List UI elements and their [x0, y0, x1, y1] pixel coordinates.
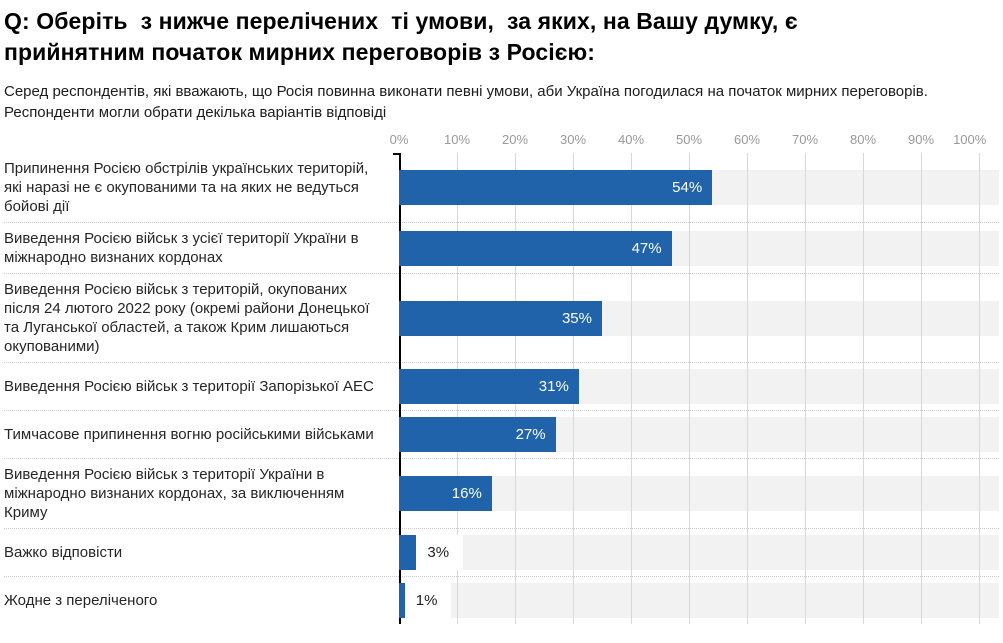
x-tick-label: 20% — [501, 132, 529, 147]
chart-row: Виведення Росією військ з усієї територі… — [4, 222, 999, 273]
bar-track: 3% — [399, 535, 999, 570]
category-label: Виведення Росією військ з усієї територі… — [4, 230, 359, 266]
value-label: 54% — [672, 179, 703, 196]
bar: 31% — [399, 369, 579, 404]
chart-row: Жодне з переліченого 1% — [4, 576, 999, 624]
x-tick-label: 30% — [559, 132, 587, 147]
chart-header: Q: Оберіть з нижче перелічених ті умови,… — [4, 6, 999, 123]
x-tick-label: 70% — [791, 132, 819, 147]
value-label: 47% — [631, 239, 662, 257]
page-title: Q: Оберіть з нижче перелічених ті умови,… — [4, 6, 999, 68]
chart-row: Важко відповісти 3% — [4, 528, 999, 576]
chart-subtitle: Серед респондентів, які вважають, що Рос… — [4, 83, 933, 121]
bar-track: 31% — [399, 369, 999, 404]
bar-track: 27% — [399, 417, 999, 452]
value-label: 31% — [538, 378, 569, 395]
bar-track: 54% — [399, 170, 999, 205]
chart-row: Виведення Росією військ з територій, оку… — [4, 273, 999, 362]
category-label: Припинення Росією обстрілів українських … — [4, 160, 369, 215]
bar: 35% — [399, 300, 602, 336]
x-tick-label: 60% — [733, 132, 761, 147]
value-label: 16% — [451, 485, 482, 502]
bar: 54% — [399, 170, 713, 205]
category-label: Жодне з переліченого — [4, 592, 158, 609]
chart-row: Виведення Росією військ з території Укра… — [4, 458, 999, 528]
title-line-2: прийнятним початок мирних переговорів з … — [4, 39, 595, 65]
value-label: 3% — [416, 535, 464, 570]
category-label: Виведення Росією військ з територій, оку… — [4, 281, 370, 355]
value-label: 1% — [404, 583, 452, 618]
bar-track: 35% — [399, 300, 999, 336]
bar-track: 1% — [399, 583, 999, 618]
chart-row: Припинення Росією обстрілів українських … — [4, 153, 999, 222]
x-tick-label: 50% — [675, 132, 703, 147]
category-label: Виведення Росією військ з території Укра… — [4, 466, 345, 521]
category-label: Виведення Росією військ з території Запо… — [4, 378, 374, 395]
chart-row: Тимчасове припинення вогню російськими в… — [4, 410, 999, 458]
x-tick-label: 80% — [849, 132, 877, 147]
chart-row: Виведення Росією військ з території Запо… — [4, 362, 999, 410]
bar-track: 16% — [399, 476, 999, 511]
bar-chart: 0% 10% 20% 30% 40% 50% 60% 70% 80% 90% 100% Припин… — [4, 132, 999, 624]
bar — [399, 583, 405, 618]
x-tick-label: 100% — [953, 132, 987, 147]
x-tick-label: 40% — [617, 132, 645, 147]
bar: 27% — [399, 417, 556, 452]
category-label: Тимчасове припинення вогню російськими в… — [4, 426, 374, 443]
value-label: 27% — [515, 426, 546, 443]
chart-body: Припинення Росією обстрілів українських … — [4, 153, 999, 624]
bar: 47% — [399, 230, 672, 266]
title-line-1: Q: Оберіть з нижче перелічених ті умови,… — [4, 8, 798, 34]
x-tick-label: 10% — [443, 132, 471, 147]
bar-track: 47% — [399, 230, 999, 266]
value-label: 35% — [561, 309, 592, 327]
category-label: Важко відповісти — [4, 544, 123, 561]
x-tick-label: 0% — [389, 132, 409, 147]
bar — [399, 535, 417, 570]
x-axis: 0% 10% 20% 30% 40% 50% 60% 70% 80% 90% 100% — [390, 132, 999, 151]
bar: 16% — [399, 476, 492, 511]
x-tick-label: 90% — [907, 132, 935, 147]
